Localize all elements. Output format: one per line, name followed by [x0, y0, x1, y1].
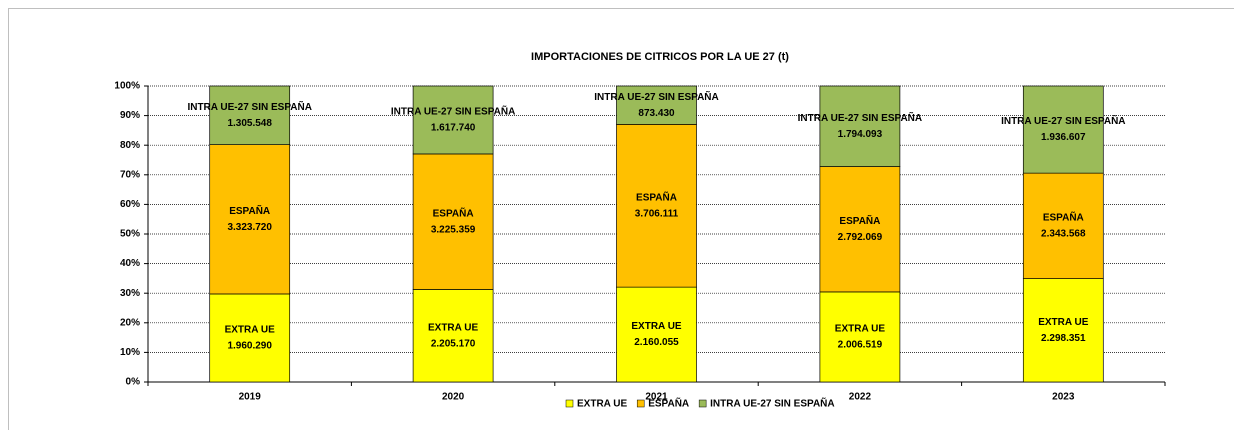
y-tick-label: 10% [120, 347, 140, 358]
bar-segment [412, 85, 494, 155]
bar-segment [616, 124, 697, 288]
data-label: 2.160.055 [634, 337, 679, 348]
data-label: 873.430 [638, 108, 675, 119]
bar-segment [616, 286, 697, 383]
segment-name: ESPAÑA [433, 206, 474, 219]
bar-segment [1022, 278, 1104, 383]
bar-segment [412, 289, 494, 383]
y-tick-label: 50% [120, 229, 140, 240]
y-tick-label: 90% [120, 110, 140, 121]
legend-swatch [636, 399, 645, 408]
bar-segment [819, 85, 901, 167]
y-tick-label: 60% [120, 199, 140, 210]
x-tick-label: 2021 [645, 392, 668, 403]
y-tick-label: 40% [120, 258, 140, 269]
segment-name: ESPAÑA [839, 214, 880, 227]
segment-name: EXTRA UE [835, 324, 886, 335]
data-label: 2.792.069 [838, 232, 883, 243]
bar-segment [209, 293, 291, 383]
data-label: 3.225.359 [431, 224, 476, 235]
segment-name: ESPAÑA [636, 190, 677, 203]
data-label: 3.323.720 [227, 222, 272, 233]
legend-swatch [565, 399, 574, 408]
data-label: 1.794.093 [838, 129, 883, 140]
data-label: 1.960.290 [227, 341, 272, 352]
segment-name: EXTRA UE [1038, 317, 1089, 328]
bar-segment [616, 85, 697, 125]
data-label: 1.305.548 [227, 118, 272, 129]
segment-name: ESPAÑA [229, 204, 270, 217]
segment-name: INTRA UE-27 SIN ESPAÑA [594, 90, 718, 103]
bar-segment [819, 166, 901, 293]
chart-frame [8, 8, 1234, 430]
bar-segment [412, 153, 494, 290]
x-tick-label: 2019 [239, 392, 262, 403]
x-tick-label: 2023 [1052, 392, 1075, 403]
segment-name: EXTRA UE [428, 322, 479, 333]
legend-label: ESPAÑA [648, 397, 689, 410]
bar-segment [1022, 85, 1104, 174]
legend-label: INTRA UE-27 SIN ESPAÑA [710, 397, 834, 410]
data-label: 3.706.111 [635, 208, 679, 219]
data-label: 1.936.607 [1041, 132, 1086, 143]
x-tick-label: 2022 [849, 392, 872, 403]
segment-name: INTRA UE-27 SIN ESPAÑA [1001, 114, 1125, 127]
y-tick-label: 100% [114, 81, 140, 92]
y-tick-label: 30% [120, 288, 140, 299]
y-tick-label: 70% [120, 169, 140, 180]
data-label: 2.343.568 [1041, 229, 1086, 240]
segment-name: INTRA UE-27 SIN ESPAÑA [187, 100, 311, 113]
bar-segment [209, 144, 291, 295]
bar-segment [209, 85, 291, 145]
data-label: 2.006.519 [838, 340, 883, 351]
segment-name: EXTRA UE [225, 325, 276, 336]
y-tick-label: 20% [120, 317, 140, 328]
segment-name: EXTRA UE [631, 321, 682, 332]
data-label: 2.298.351 [1041, 333, 1086, 344]
legend-swatch [698, 399, 707, 408]
y-tick-label: 80% [120, 140, 140, 151]
segment-name: ESPAÑA [1043, 211, 1084, 224]
bar-segment [1022, 172, 1104, 279]
y-tick-label: 0% [126, 377, 141, 388]
legend-label: EXTRA UE [577, 399, 628, 410]
data-label: 2.205.170 [431, 338, 476, 349]
chart-title: IMPORTACIONES DE CITRICOS POR LA UE 27 (… [531, 51, 789, 63]
x-tick-label: 2020 [442, 392, 465, 403]
data-label: 1.617.740 [431, 123, 476, 134]
bar-segment [819, 291, 901, 383]
segment-name: INTRA UE-27 SIN ESPAÑA [391, 105, 515, 118]
segment-name: INTRA UE-27 SIN ESPAÑA [798, 111, 922, 124]
